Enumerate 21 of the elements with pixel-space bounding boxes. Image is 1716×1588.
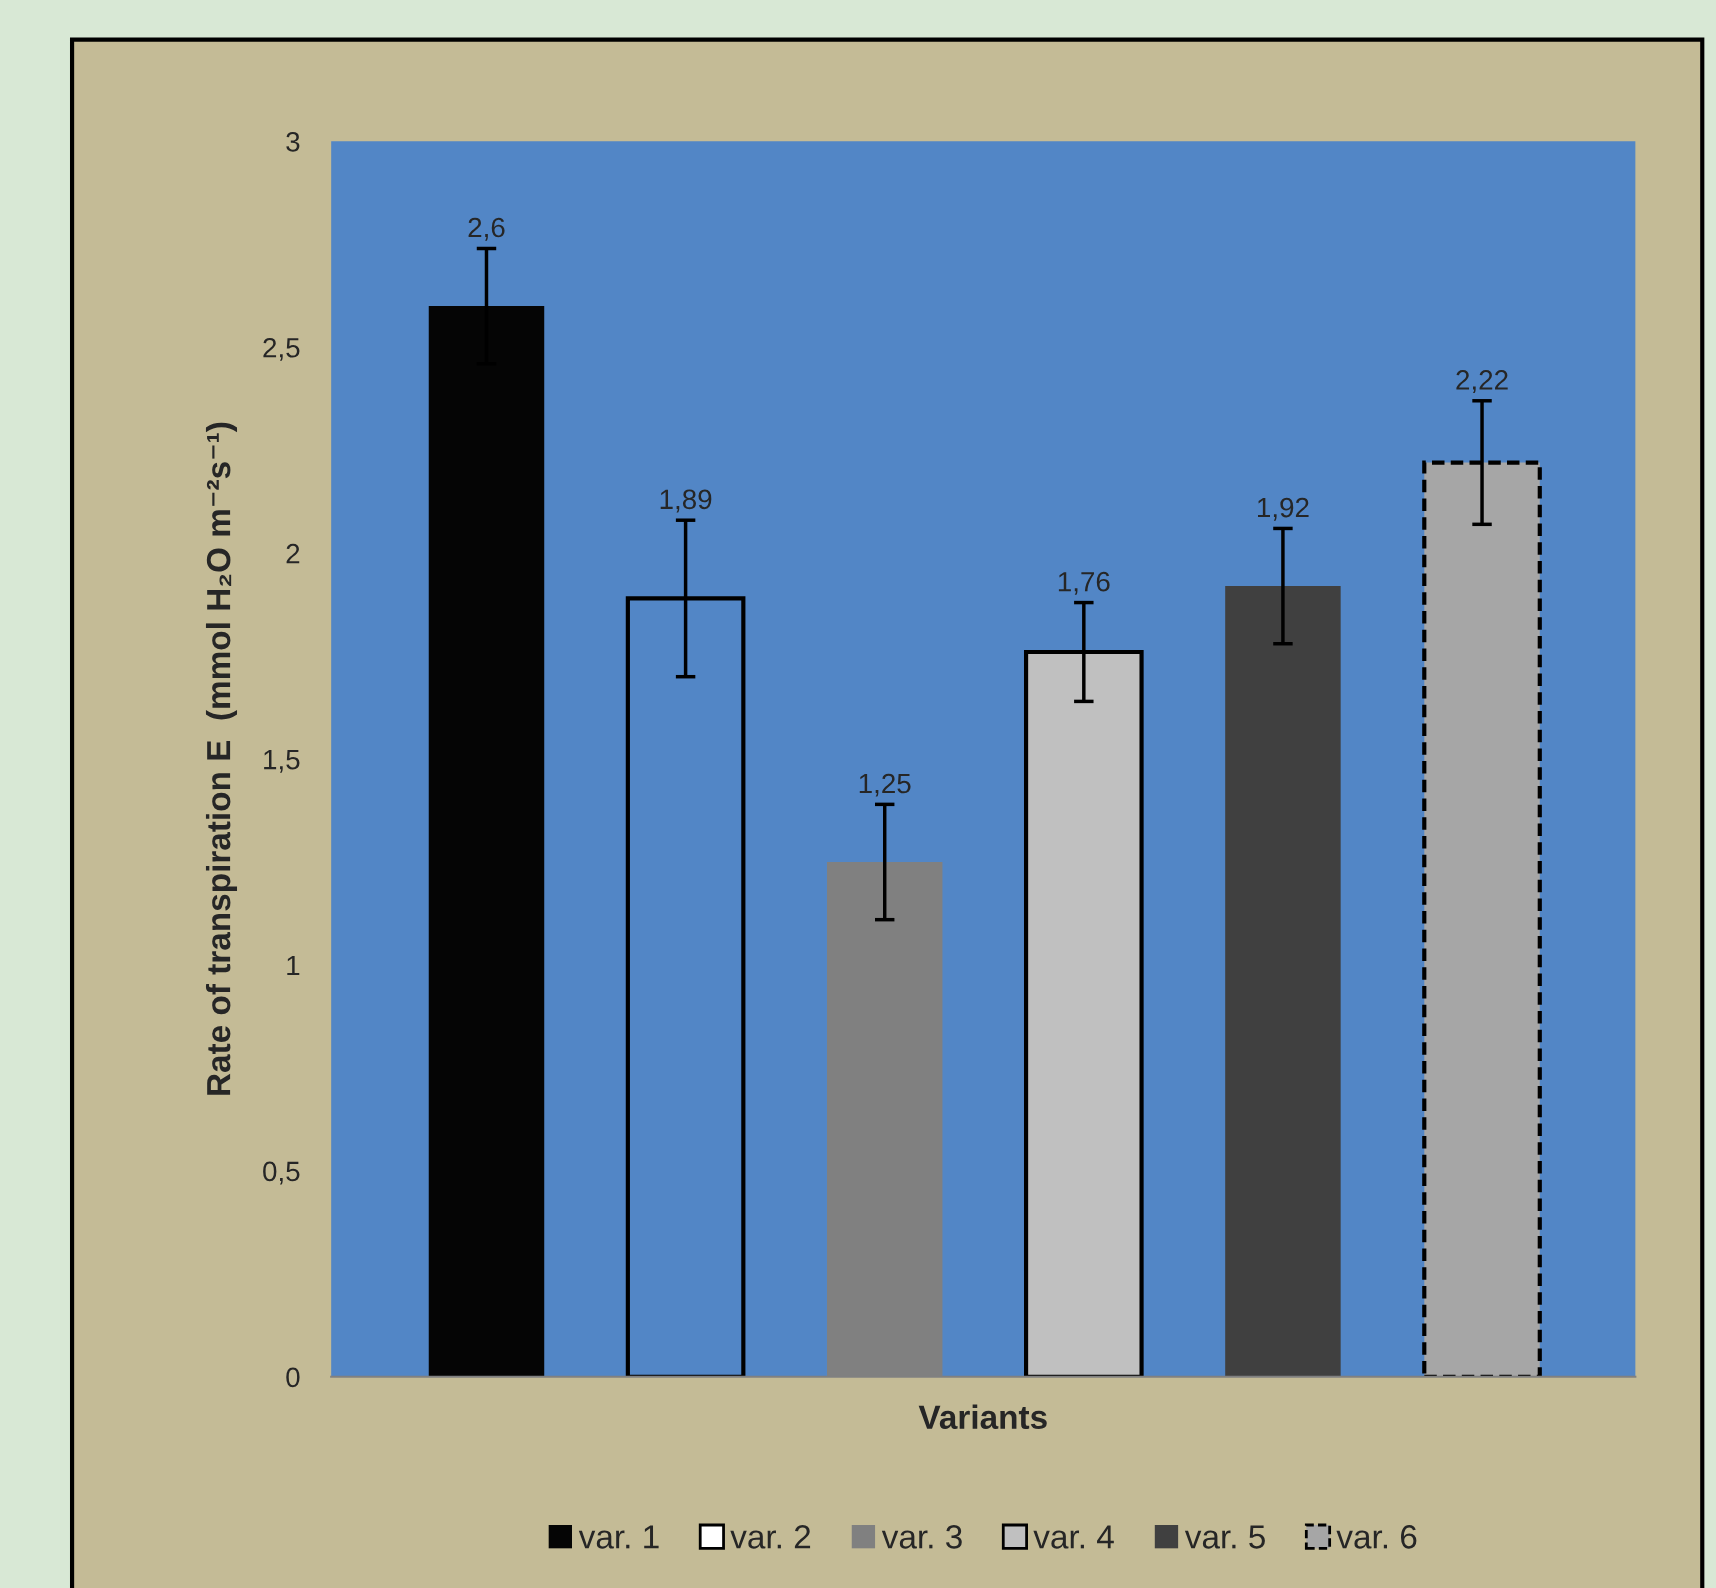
y-tick-label: 2 xyxy=(286,543,300,564)
legend-label: var. 2 xyxy=(730,1525,811,1549)
y-tick-label: 2,5 xyxy=(263,337,300,361)
legend-label: var. 3 xyxy=(881,1525,962,1549)
data-label: 1,76 xyxy=(1058,571,1110,595)
legend-label: var. 5 xyxy=(1184,1525,1265,1549)
data-label: 1,89 xyxy=(660,489,712,513)
legend-label: var. 4 xyxy=(1033,1525,1114,1549)
y-tick-label: 0 xyxy=(286,1367,300,1388)
x-axis-title: Variants xyxy=(918,1404,1047,1430)
y-tick-label: 0,5 xyxy=(263,1161,300,1185)
data-label: 2,22 xyxy=(1456,370,1508,394)
y-tick-label: 1,5 xyxy=(264,750,300,773)
legend-label: var. 6 xyxy=(1336,1525,1417,1549)
data-label: 2,6 xyxy=(468,217,505,241)
legend-label: var. 1 xyxy=(578,1525,659,1549)
y-tick-label: 1 xyxy=(287,955,300,976)
y-axis-title: Rate of transpiration E (mmol H₂O m⁻²s⁻¹) xyxy=(205,422,238,1095)
data-label: 1,92 xyxy=(1258,497,1309,521)
y-tick-label: 3 xyxy=(286,132,300,152)
data-label: 1,25 xyxy=(859,773,911,797)
